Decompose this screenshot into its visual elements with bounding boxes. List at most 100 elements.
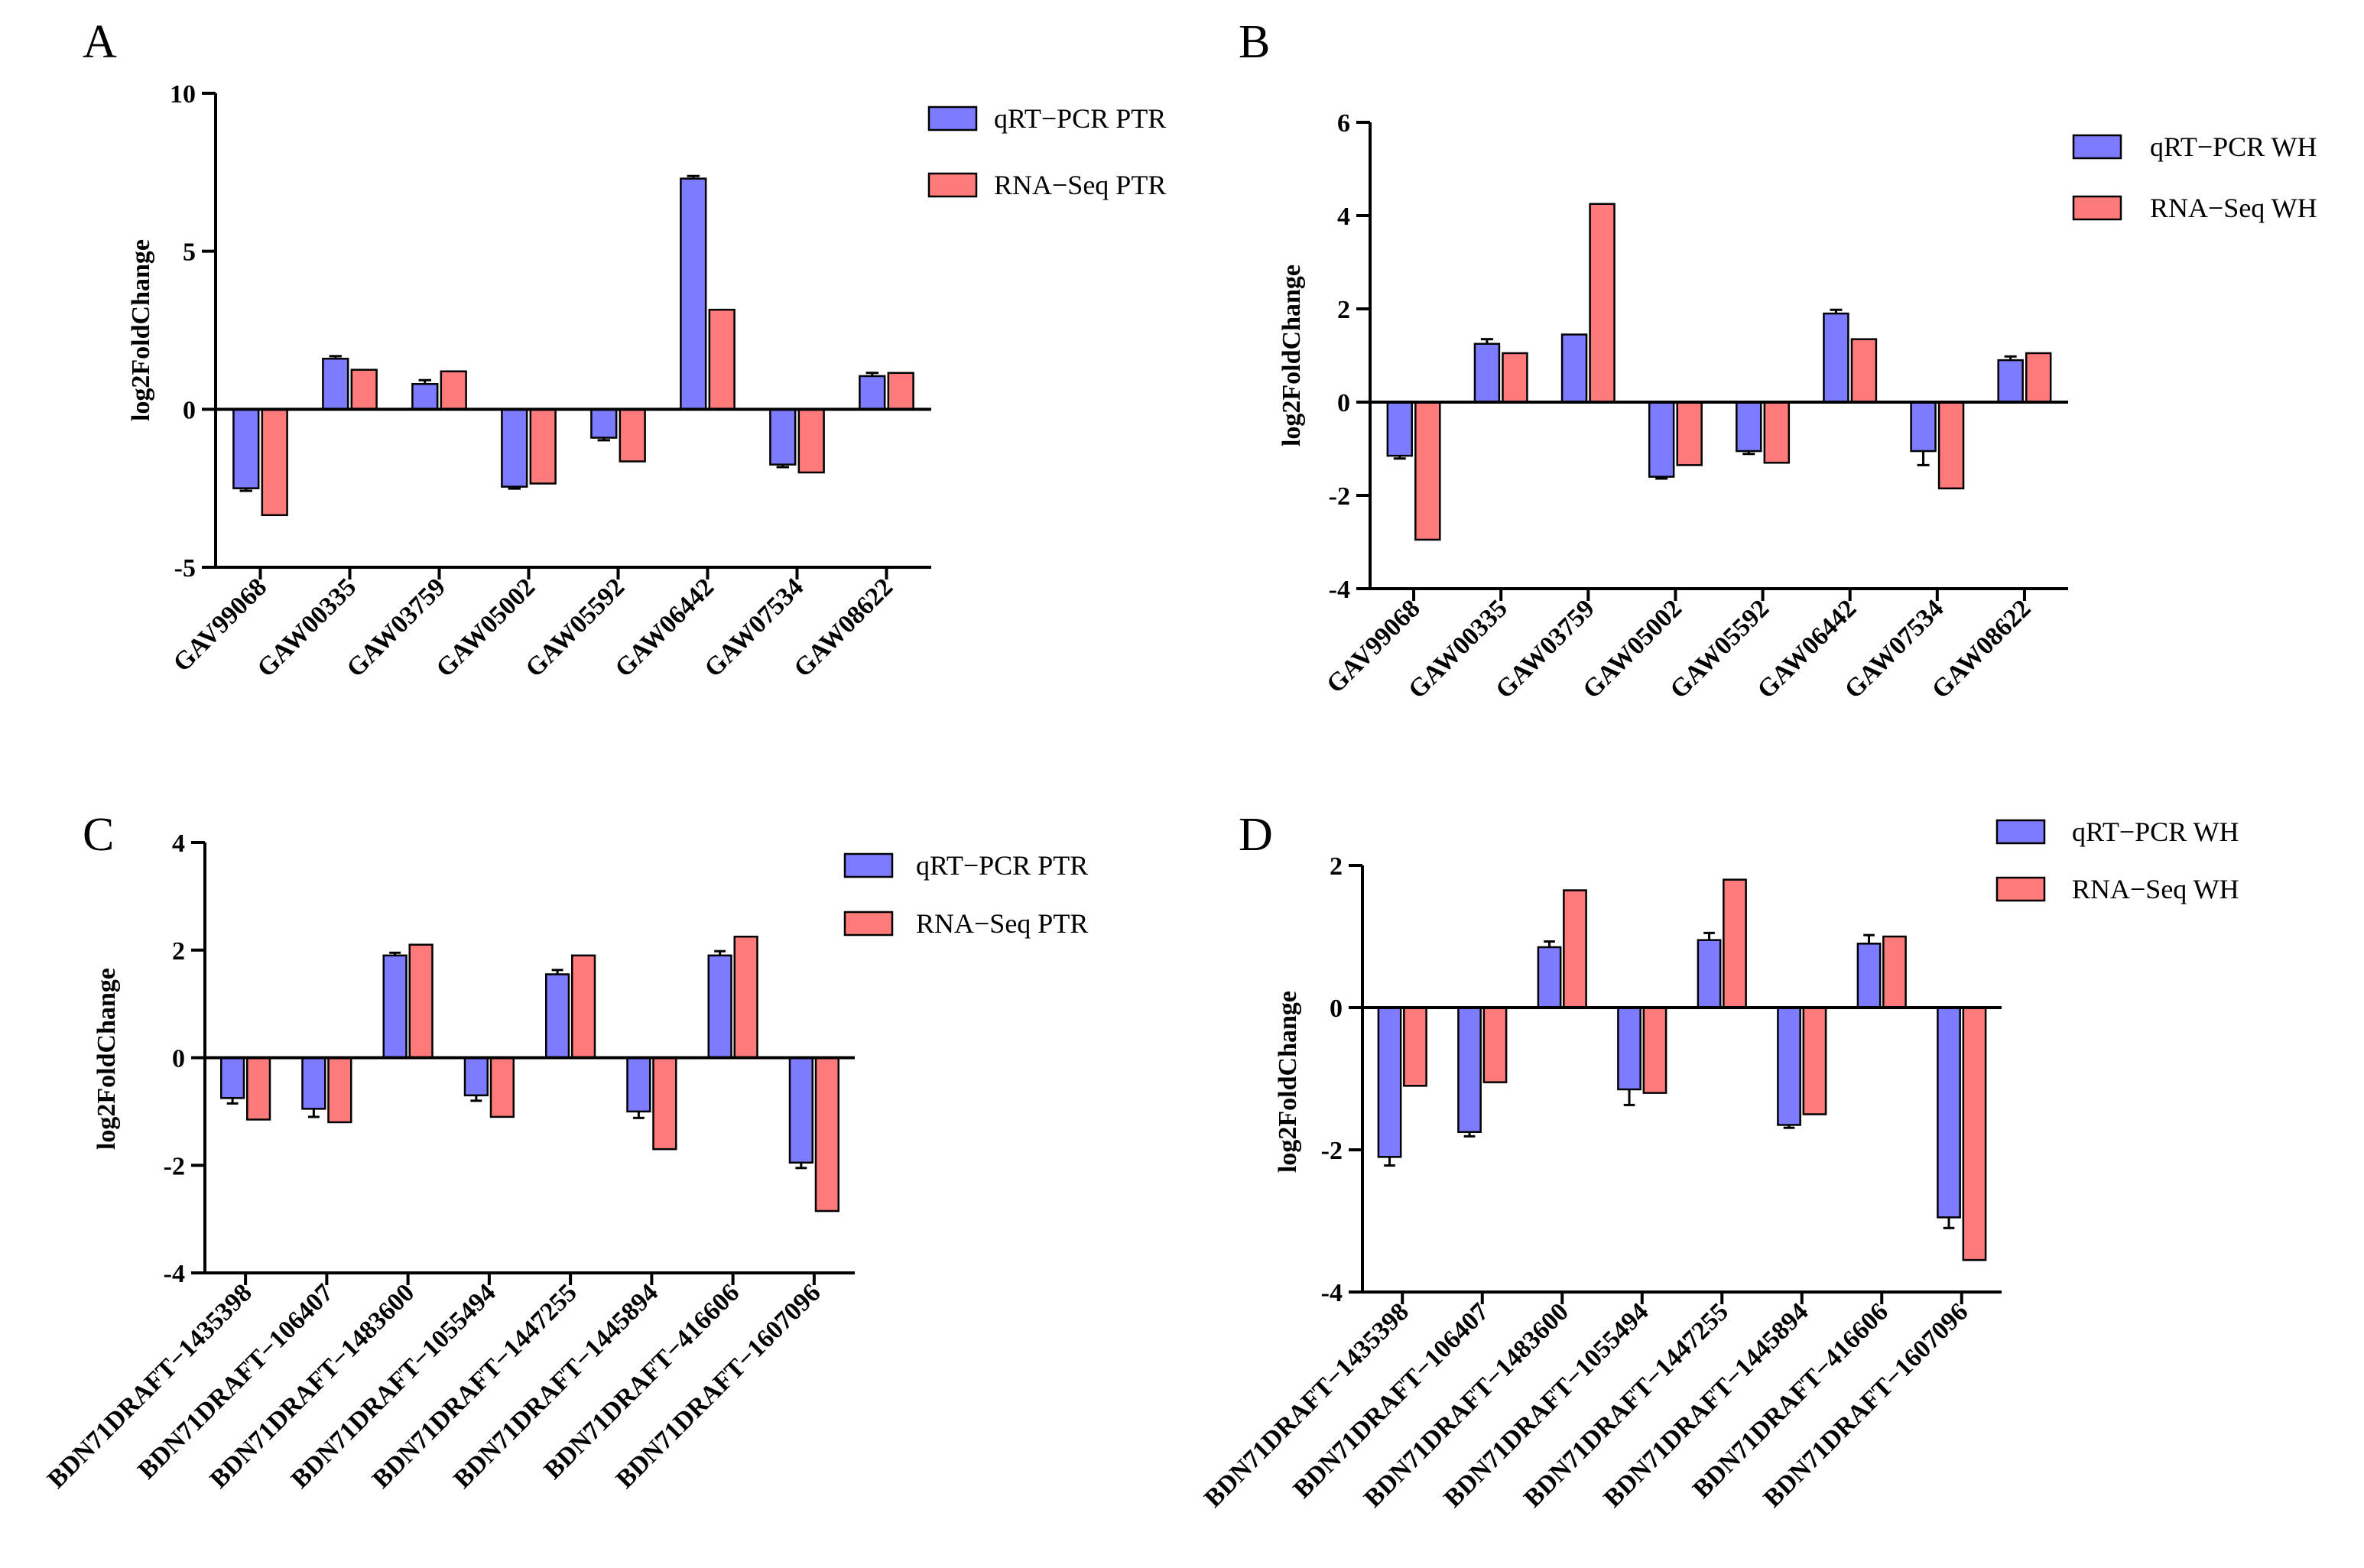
bar-rna-2 bbox=[440, 370, 467, 411]
bar-qrt-3 bbox=[501, 408, 528, 488]
bar-qrt-1 bbox=[322, 357, 349, 411]
bar-qrt-6 bbox=[1910, 401, 1937, 453]
y-tick-label: 2 bbox=[1337, 296, 1350, 324]
y-axis-label: log2FoldChange bbox=[127, 239, 155, 421]
y-tick-label: -4 bbox=[164, 1260, 185, 1288]
y-tick-label: 0 bbox=[1337, 389, 1350, 417]
bar-rna-2 bbox=[1589, 203, 1616, 404]
y-tick-label: 4 bbox=[172, 829, 185, 858]
bar-rna-3 bbox=[1676, 401, 1703, 466]
bar-rna-6 bbox=[1937, 401, 1965, 490]
bar-rna-3 bbox=[529, 408, 557, 485]
bar-rna-1 bbox=[1482, 1006, 1508, 1083]
bar-qrt-4 bbox=[590, 408, 618, 439]
y-tick-label: 5 bbox=[183, 239, 196, 267]
y-tick-label: -2 bbox=[164, 1152, 185, 1180]
legend-swatch-rna bbox=[1995, 876, 2046, 902]
bar-rna-5 bbox=[1850, 338, 1878, 404]
y-tick-label: -2 bbox=[1321, 1137, 1343, 1165]
bar-qrt-2 bbox=[1537, 946, 1562, 1009]
y-tick-label: 0 bbox=[183, 396, 196, 424]
legend-swatch-qrt bbox=[927, 106, 978, 131]
bar-rna-4 bbox=[619, 408, 646, 463]
bar-qrt-5 bbox=[626, 1057, 651, 1113]
y-tick-label: 4 bbox=[1337, 203, 1350, 231]
bar-qrt-4 bbox=[1736, 401, 1762, 453]
bar-qrt-6 bbox=[1856, 943, 1882, 1009]
y-tick-label: -4 bbox=[1329, 576, 1350, 604]
bar-qrt-2 bbox=[1560, 333, 1588, 404]
bar-rna-0 bbox=[1414, 401, 1441, 541]
bar-qrt-5 bbox=[1777, 1006, 1801, 1126]
bar-qrt-1 bbox=[301, 1057, 326, 1110]
legend-swatch-qrt bbox=[1995, 819, 2046, 845]
y-tick-label: -4 bbox=[1321, 1279, 1343, 1307]
bar-qrt-3 bbox=[1617, 1006, 1641, 1091]
legend-swatch-rna bbox=[2072, 195, 2122, 221]
legend-label-rna: RNA−Seq WH bbox=[2150, 193, 2317, 223]
bar-qrt-4 bbox=[545, 973, 570, 1059]
legend-label-rna: RNA−Seq PTR bbox=[994, 170, 1166, 200]
bar-rna-4 bbox=[1763, 401, 1791, 464]
bar-qrt-4 bbox=[1697, 939, 1722, 1009]
legend-label-rna: RNA−Seq WH bbox=[2072, 874, 2239, 904]
bar-rna-0 bbox=[261, 408, 288, 517]
y-axis-label: log2FoldChange bbox=[1278, 265, 1306, 446]
bar-rna-3 bbox=[489, 1057, 515, 1118]
bar-rna-5 bbox=[652, 1057, 677, 1151]
bar-rna-5 bbox=[708, 308, 736, 411]
bar-qrt-0 bbox=[1386, 401, 1414, 457]
bar-qrt-7 bbox=[1937, 1006, 1961, 1219]
legend-label-qrt: qRT−PCR WH bbox=[2150, 131, 2317, 162]
bar-qrt-0 bbox=[220, 1057, 245, 1099]
bar-rna-7 bbox=[2025, 352, 2052, 404]
bar-qrt-5 bbox=[680, 177, 707, 411]
panel-letter: D bbox=[1239, 809, 1273, 861]
legend-label-qrt: qRT−PCR WH bbox=[2072, 816, 2239, 847]
bar-qrt-7 bbox=[788, 1057, 813, 1164]
y-axis-label: log2FoldChange bbox=[93, 968, 121, 1150]
bar-qrt-6 bbox=[707, 954, 732, 1059]
bar-qrt-2 bbox=[411, 383, 439, 411]
bar-rna-0 bbox=[246, 1057, 271, 1121]
legend-swatch-qrt bbox=[2072, 134, 2122, 160]
legend-swatch-rna bbox=[927, 172, 978, 198]
y-tick-label: -5 bbox=[174, 554, 196, 583]
bar-rna-0 bbox=[1403, 1006, 1427, 1087]
bar-qrt-1 bbox=[1473, 342, 1501, 404]
bar-qrt-3 bbox=[463, 1057, 489, 1097]
legend-swatch-qrt bbox=[843, 852, 894, 878]
y-tick-label: 2 bbox=[172, 937, 185, 966]
bar-qrt-5 bbox=[1823, 312, 1849, 404]
bar-qrt-7 bbox=[1997, 359, 2024, 404]
legend-swatch-rna bbox=[843, 911, 894, 937]
bar-rna-6 bbox=[797, 408, 825, 474]
panel-letter: A bbox=[83, 16, 117, 68]
bar-rna-4 bbox=[1723, 878, 1747, 1009]
y-tick-label: 0 bbox=[1330, 995, 1343, 1023]
bar-rna-5 bbox=[1802, 1006, 1827, 1115]
legend-label-qrt: qRT−PCR PTR bbox=[916, 850, 1088, 881]
y-tick-label: -2 bbox=[1329, 482, 1350, 511]
bar-qrt-7 bbox=[859, 375, 886, 411]
bar-qrt-0 bbox=[232, 408, 260, 489]
bar-rna-1 bbox=[350, 368, 378, 411]
bar-rna-3 bbox=[1642, 1006, 1667, 1094]
bar-qrt-3 bbox=[1648, 401, 1675, 478]
y-tick-label: 10 bbox=[170, 80, 196, 109]
y-tick-label: 6 bbox=[1337, 109, 1350, 138]
bar-rna-2 bbox=[1563, 889, 1587, 1009]
legend-label-rna: RNA−Seq PTR bbox=[916, 908, 1088, 939]
panel-letter: C bbox=[83, 809, 114, 861]
y-axis-label: log2FoldChange bbox=[1274, 991, 1302, 1173]
y-tick-label: 0 bbox=[172, 1045, 185, 1073]
bar-qrt-2 bbox=[382, 954, 408, 1059]
bar-rna-6 bbox=[733, 935, 758, 1059]
bar-rna-7 bbox=[887, 372, 914, 411]
bar-qrt-6 bbox=[769, 408, 797, 466]
panel-letter: B bbox=[1239, 16, 1270, 68]
bar-qrt-0 bbox=[1377, 1006, 1402, 1158]
bar-rna-6 bbox=[1882, 935, 1907, 1009]
bar-rna-7 bbox=[1962, 1006, 1987, 1261]
